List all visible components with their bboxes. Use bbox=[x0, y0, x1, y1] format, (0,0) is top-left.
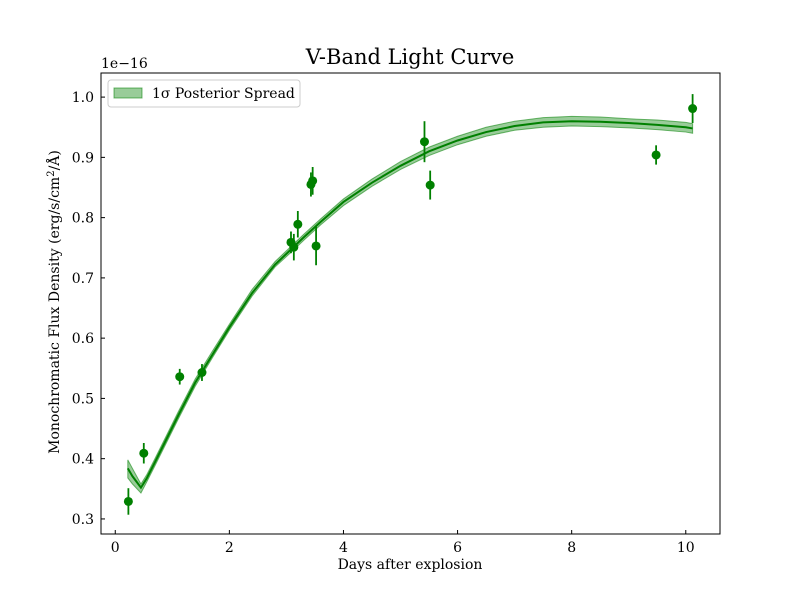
y-tick-label: 0.7 bbox=[72, 271, 94, 287]
y-tick-label: 0.4 bbox=[72, 452, 94, 468]
data-point bbox=[289, 242, 299, 252]
x-axis-label: Days after explosion bbox=[338, 557, 483, 573]
y-tick-label: 0.3 bbox=[72, 512, 94, 528]
model-median-line bbox=[126, 120, 693, 490]
legend-swatch bbox=[113, 87, 143, 99]
data-point bbox=[311, 241, 321, 251]
y-axis-label-suffix: /Å) bbox=[45, 150, 63, 170]
data-point bbox=[175, 372, 185, 382]
data-point bbox=[651, 150, 661, 160]
data-point bbox=[688, 104, 698, 114]
data-point bbox=[419, 137, 429, 147]
y-tick-label: 0.9 bbox=[72, 150, 94, 166]
y-tick-label: 0.6 bbox=[72, 331, 94, 347]
data-point bbox=[197, 367, 207, 377]
data-point bbox=[308, 176, 318, 186]
y-axis-label-superscript: 2 bbox=[46, 170, 57, 176]
x-tick-label: 4 bbox=[339, 540, 348, 556]
chart-title: V-Band Light Curve bbox=[305, 45, 515, 69]
plot-area bbox=[123, 94, 698, 515]
data-point bbox=[123, 496, 133, 506]
y-tick-label: 0.8 bbox=[72, 211, 94, 227]
legend: 1σ Posterior Spread bbox=[107, 79, 301, 108]
y-axis-label: Monochromatic Flux Density (erg/s/cm2/Å) bbox=[45, 150, 63, 454]
y-tick-label: 1.0 bbox=[72, 90, 94, 106]
y-tick-label: 0.5 bbox=[72, 391, 94, 407]
x-tick-label: 10 bbox=[677, 540, 695, 556]
legend-frame bbox=[107, 79, 301, 108]
data-point bbox=[139, 448, 149, 458]
x-tick-label: 0 bbox=[111, 540, 120, 556]
posterior-spread-band bbox=[127, 115, 694, 494]
legend-label: 1σ Posterior Spread bbox=[152, 86, 295, 102]
x-tick-label: 2 bbox=[225, 540, 234, 556]
x-tick-label: 8 bbox=[567, 540, 576, 556]
data-point bbox=[425, 180, 435, 190]
y-axis-offset-text: 1e−16 bbox=[101, 56, 148, 72]
data-point bbox=[293, 219, 303, 229]
y-axis-label-prefix: Monochromatic Flux Density (erg/s/cm bbox=[47, 177, 63, 454]
x-tick-label: 6 bbox=[453, 540, 462, 556]
axes-frame bbox=[100, 72, 721, 535]
